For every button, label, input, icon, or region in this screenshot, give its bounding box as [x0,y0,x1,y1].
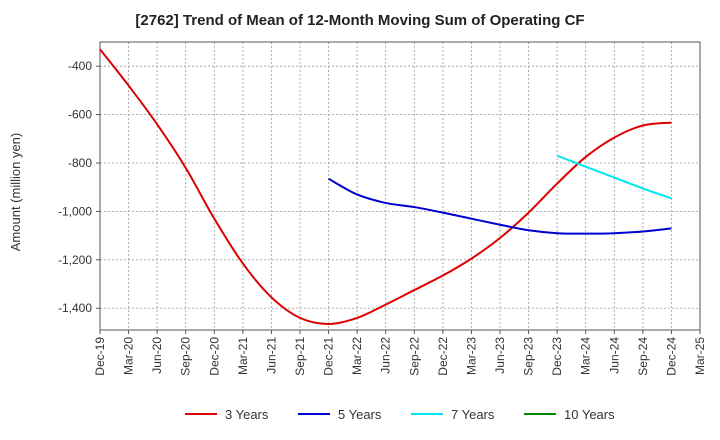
y-tick-label: -1,000 [58,204,92,218]
x-axis-ticks: Dec-19 Mar-20 Jun-20 Sep-20 Dec-20 Mar-21 Jun-… [93,330,707,376]
x-tick-label: Mar-25 [693,337,707,375]
x-tick-label: Jun-21 [264,337,278,374]
series-line-7-years [556,154,672,200]
x-tick-label: Jun-23 [493,337,507,374]
x-tick-label: Sep-20 [179,337,193,376]
y-tick-label: -400 [68,59,92,73]
x-tick-label: Mar-20 [122,337,136,375]
x-tick-label: Sep-23 [522,337,536,376]
x-tick-label: Dec-22 [436,337,450,376]
legend-label-3-years: 3 Years [225,407,269,422]
legend-label-7-years: 7 Years [451,407,495,422]
legend-label-5-years: 5 Years [338,407,382,422]
x-tick-label: Mar-21 [236,337,250,375]
y-tick-label: -800 [68,156,92,170]
x-tick-label: Dec-19 [93,337,107,376]
y-axis-ticks: -400 -600 -800 -1,000 -1,200 -1,400 [58,59,100,315]
x-tick-label: Dec-21 [322,337,336,376]
x-tick-label: Dec-23 [550,337,564,376]
legend-label-10-years: 10 Years [564,407,615,422]
y-tick-label: -1,200 [58,253,92,267]
y-tick-label: -600 [68,108,92,122]
chart-title: [2762] Trend of Mean of 12-Month Moving … [135,12,585,29]
series-layer [99,48,672,325]
plot-background [100,42,700,330]
x-tick-label: Mar-24 [579,337,593,375]
legend: 3 Years 5 Years 7 Years 10 Years [185,407,615,422]
plot-frame [99,41,701,331]
y-axis-title: Amount (million yen) [8,133,23,252]
x-tick-label: Mar-22 [350,337,364,375]
x-tick-label: Jun-24 [607,337,621,374]
x-tick-label: Dec-24 [664,337,678,376]
y-tick-label: -1,400 [58,301,92,315]
x-tick-label: Jun-20 [150,337,164,374]
x-tick-label: Jun-22 [379,337,393,374]
x-tick-label: Sep-24 [636,337,650,376]
x-tick-label: Dec-20 [207,337,221,376]
x-tick-label: Sep-21 [293,337,307,376]
series-line-5-years [328,177,672,235]
x-tick-label: Mar-23 [464,337,478,375]
x-tick-label: Sep-22 [407,337,421,376]
